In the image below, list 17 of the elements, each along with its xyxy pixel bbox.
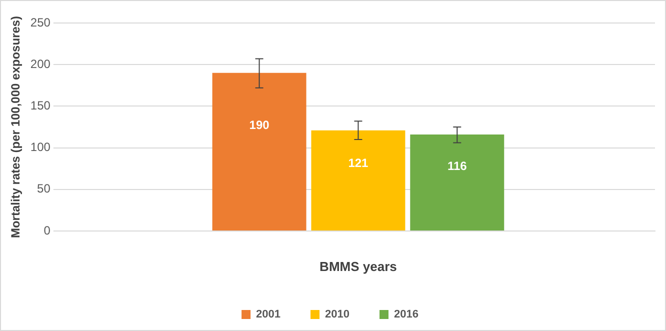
bar [410,134,504,230]
legend-label: 2010 [325,308,350,321]
x-axis-title: BMMS years [320,258,397,274]
legend-label: 2016 [394,308,418,321]
data-label: 190 [249,118,270,132]
data-label: 116 [447,158,468,173]
y-tick-label: 150 [30,98,51,113]
y-tick-label: 250 [30,15,51,30]
y-tick-label: 50 [37,182,51,196]
bar [212,72,306,230]
legend-label: 2001 [256,308,281,321]
y-axis-title: Mortality rates (per 100,000 exposures) [8,16,23,238]
y-tick-label: 100 [30,140,51,154]
bar [311,130,406,230]
y-tick-label: 0 [44,223,51,238]
y-tick-label: 200 [30,56,51,71]
data-label: 121 [348,156,369,170]
